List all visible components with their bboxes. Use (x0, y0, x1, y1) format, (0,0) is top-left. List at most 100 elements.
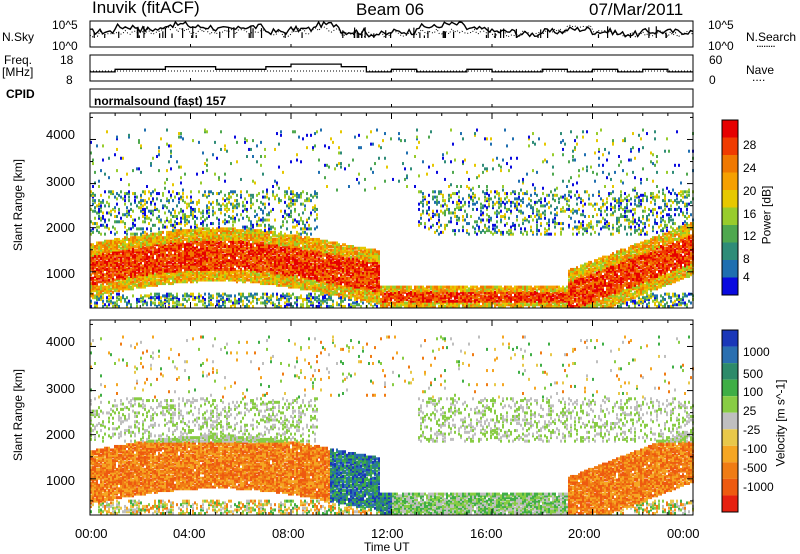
heatmap-cell (184, 271, 186, 275)
nave-label: Nave (746, 63, 775, 77)
heatmap-cell (174, 239, 176, 243)
heatmap-cell (134, 266, 136, 270)
heatmap-cell (122, 245, 124, 248)
heatmap-cell (148, 257, 150, 261)
heatmap-cell (232, 220, 234, 224)
heatmap-cell (264, 248, 266, 252)
heatmap-cell (334, 280, 336, 284)
heatmap-cell (150, 283, 152, 287)
heatmap-cell (102, 301, 104, 305)
heatmap-cell (296, 243, 298, 247)
heatmap-cell (206, 163, 208, 167)
heatmap-cell (244, 140, 246, 144)
heatmap-cell (214, 234, 216, 238)
heatmap-cell (246, 209, 248, 213)
heatmap-cell (302, 239, 304, 243)
heatmap-cell (100, 287, 102, 291)
heatmap-cell (104, 289, 106, 293)
heatmap-cell (244, 280, 246, 284)
heatmap-cell (254, 237, 256, 241)
heatmap-cell (122, 287, 124, 291)
heatmap-cell (218, 176, 220, 180)
heatmap-cell (230, 227, 232, 231)
heatmap-cell (264, 299, 266, 303)
heatmap-cell (302, 241, 304, 245)
heatmap-cell (272, 241, 274, 245)
heatmap-cell (294, 243, 296, 247)
heatmap-cell (246, 190, 248, 194)
heatmap-cell (222, 232, 224, 236)
heatmap-cell (294, 301, 296, 305)
heatmap-cell (116, 246, 118, 250)
heatmap-cell (206, 276, 208, 280)
heatmap-cell (336, 250, 338, 254)
heatmap-cell (158, 273, 160, 277)
heatmap-cell (290, 197, 292, 201)
heatmap-cell (276, 264, 278, 268)
heatmap-cell (286, 266, 288, 270)
heatmap-cell (306, 267, 308, 271)
heatmap-cell (278, 269, 280, 273)
heatmap-cell (220, 264, 222, 268)
heatmap-cell (346, 245, 348, 248)
heatmap-cell (184, 260, 186, 264)
heatmap-cell (354, 262, 356, 266)
heatmap-cell (218, 267, 220, 271)
heatmap-cell (198, 200, 200, 204)
heatmap-cell (102, 250, 104, 254)
heatmap-cell (212, 232, 214, 236)
heatmap-cell (262, 190, 264, 194)
heatmap-cell (292, 259, 294, 263)
heatmap-cell (234, 305, 236, 308)
heatmap-cell (236, 260, 238, 264)
heatmap-cell (296, 269, 298, 273)
heatmap-cell (236, 140, 238, 144)
heatmap-cell (288, 266, 290, 270)
heatmap-cell (186, 248, 188, 252)
heatmap-cell (330, 305, 332, 308)
heatmap-cell (130, 252, 132, 256)
heatmap-cell (140, 285, 142, 289)
heatmap-cell (274, 264, 276, 268)
heatmap-cell (256, 237, 258, 241)
heatmap-cell (188, 215, 190, 218)
heatmap-cell (140, 260, 142, 264)
heatmap-cell (226, 236, 228, 240)
heatmap-cell (288, 299, 290, 303)
heatmap-cell (138, 271, 140, 275)
heatmap-cell (166, 241, 168, 245)
heatmap-cell (316, 253, 318, 257)
heatmap-cell (322, 296, 324, 300)
heatmap-cell (324, 245, 326, 248)
heatmap-cell (350, 257, 352, 261)
velocity-cb-tick: 500 (743, 367, 764, 381)
heatmap-cell (264, 232, 266, 236)
heatmap-cell (172, 229, 174, 233)
heatmap-cell (198, 250, 200, 254)
heatmap-cell (326, 262, 328, 266)
heatmap-cell (214, 273, 216, 277)
heatmap-cell (306, 218, 308, 222)
heatmap-cell (214, 275, 216, 278)
heatmap-cell (340, 130, 342, 134)
heatmap-cell (270, 255, 272, 259)
heatmap-cell (272, 262, 274, 266)
heatmap-cell (312, 273, 314, 277)
heatmap-cell (128, 253, 130, 257)
heatmap-cell (248, 252, 250, 256)
heatmap-cell (162, 305, 164, 308)
heatmap-cell (90, 245, 92, 248)
heatmap-cell (240, 271, 242, 275)
heatmap-cell (118, 250, 120, 254)
heatmap-cell (142, 250, 144, 254)
heatmap-cell (292, 243, 294, 247)
heatmap-cell (120, 283, 122, 287)
heatmap-cell (278, 305, 280, 308)
heatmap-cell (106, 285, 108, 289)
heatmap-cell (220, 252, 222, 256)
heatmap-cell (202, 255, 204, 259)
heatmap-cell (296, 259, 298, 263)
heatmap-cell (234, 135, 236, 139)
heatmap-cell (214, 253, 216, 257)
heatmap-cell (152, 260, 154, 264)
